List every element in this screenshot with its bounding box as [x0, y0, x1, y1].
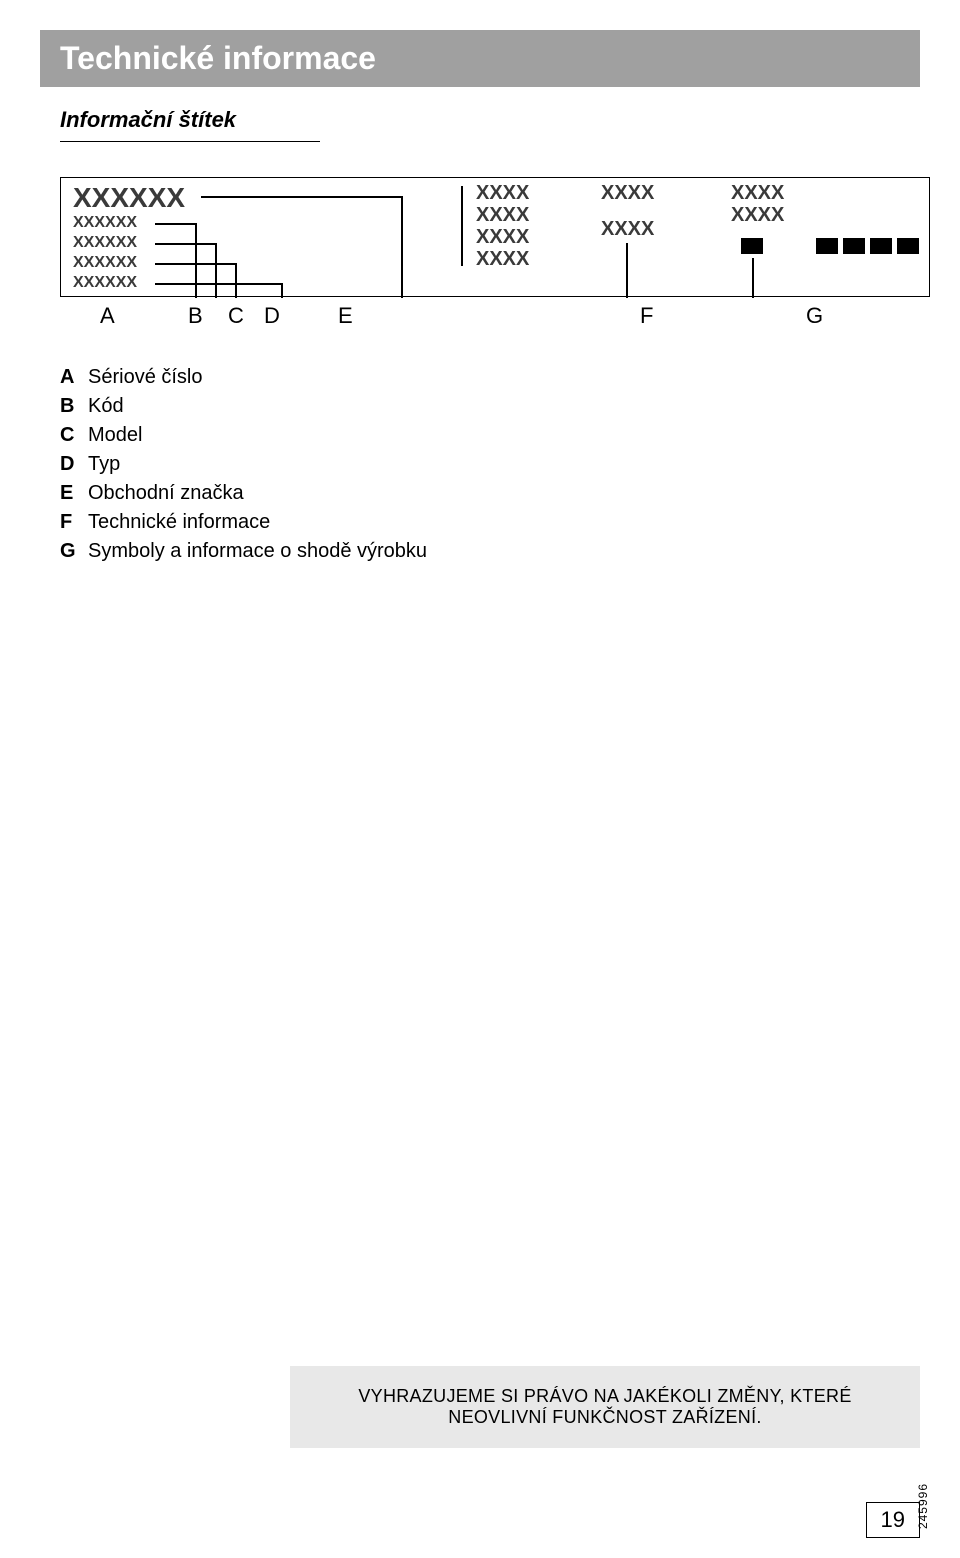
legend-row: C Model	[60, 421, 920, 450]
diagram-text: XXXX	[476, 204, 529, 227]
legend-text: Technické informace	[88, 508, 270, 537]
legend-text: Kód	[88, 392, 124, 421]
diagram-box: XXXXXX XXXXXX XXXXXX XXXXXX XXXXXX XXXX …	[60, 177, 930, 297]
label-letter: E	[338, 303, 353, 329]
sub-heading: Informační štítek	[60, 107, 320, 142]
legend-key: A	[60, 363, 88, 392]
legend-row: E Obchodní značka	[60, 479, 920, 508]
symbol-block	[870, 238, 892, 254]
legend-key: C	[60, 421, 88, 450]
legend-text: Obchodní značka	[88, 479, 244, 508]
diagram-text: XXXXXX	[73, 254, 137, 272]
symbol-block	[897, 238, 919, 254]
symbol-block	[741, 238, 763, 254]
page-number: 19	[866, 1502, 920, 1538]
legend-key: G	[60, 537, 88, 566]
diagram-text: XXXXXX	[73, 234, 137, 252]
label-letter: C	[228, 303, 244, 329]
legend-text: Symboly a informace o shodě výrobku	[88, 537, 427, 566]
diagram-text: XXXX	[476, 182, 529, 205]
label-letter: F	[640, 303, 653, 329]
legend-key: F	[60, 508, 88, 537]
legend-row: B Kód	[60, 392, 920, 421]
legend-text: Typ	[88, 450, 120, 479]
legend-text: Sériové číslo	[88, 363, 203, 392]
legend-row: D Typ	[60, 450, 920, 479]
diagram-text: XXXX	[601, 218, 654, 241]
section-heading: Technické informace	[40, 30, 920, 87]
diagram-text: XXXX	[476, 226, 529, 249]
diagram-text: XXXX	[476, 248, 529, 271]
legend-row: G Symboly a informace o shodě výrobku	[60, 537, 920, 566]
legend-row: F Technické informace	[60, 508, 920, 537]
legend-key: E	[60, 479, 88, 508]
label-letter: D	[264, 303, 280, 329]
label-letters-row: A B C D E F G	[80, 303, 950, 333]
label-letter: B	[188, 303, 203, 329]
legend-key: D	[60, 450, 88, 479]
label-letter: A	[100, 303, 115, 329]
diagram-text: XXXX	[731, 182, 784, 205]
disclaimer-box: VYHRAZUJEME SI PRÁVO NA JAKÉKOLI ZMĚNY, …	[290, 1366, 920, 1448]
legend-text: Model	[88, 421, 142, 450]
sub-heading-wrap: Informační štítek	[60, 107, 920, 142]
diagram-text: XXXXXX	[73, 214, 137, 232]
symbol-block	[843, 238, 865, 254]
disclaimer-line: VYHRAZUJEME SI PRÁVO NA JAKÉKOLI ZMĚNY, …	[314, 1386, 896, 1407]
diagram-text: XXXXXX	[73, 274, 137, 292]
legend-list: A Sériové číslo B Kód C Model D Typ E Ob…	[60, 363, 920, 566]
disclaimer-line: NEOVLIVNÍ FUNKČNOST ZAŘÍZENÍ.	[314, 1407, 896, 1428]
legend-key: B	[60, 392, 88, 421]
diagram-text: XXXX	[731, 204, 784, 227]
legend-row: A Sériové číslo	[60, 363, 920, 392]
label-diagram: XXXXXX XXXXXX XXXXXX XXXXXX XXXXXX XXXX …	[60, 177, 930, 333]
diagram-text: XXXX	[601, 182, 654, 205]
symbol-block	[816, 238, 838, 254]
label-letter: G	[806, 303, 823, 329]
diagram-text: XXXXXX	[73, 182, 185, 214]
